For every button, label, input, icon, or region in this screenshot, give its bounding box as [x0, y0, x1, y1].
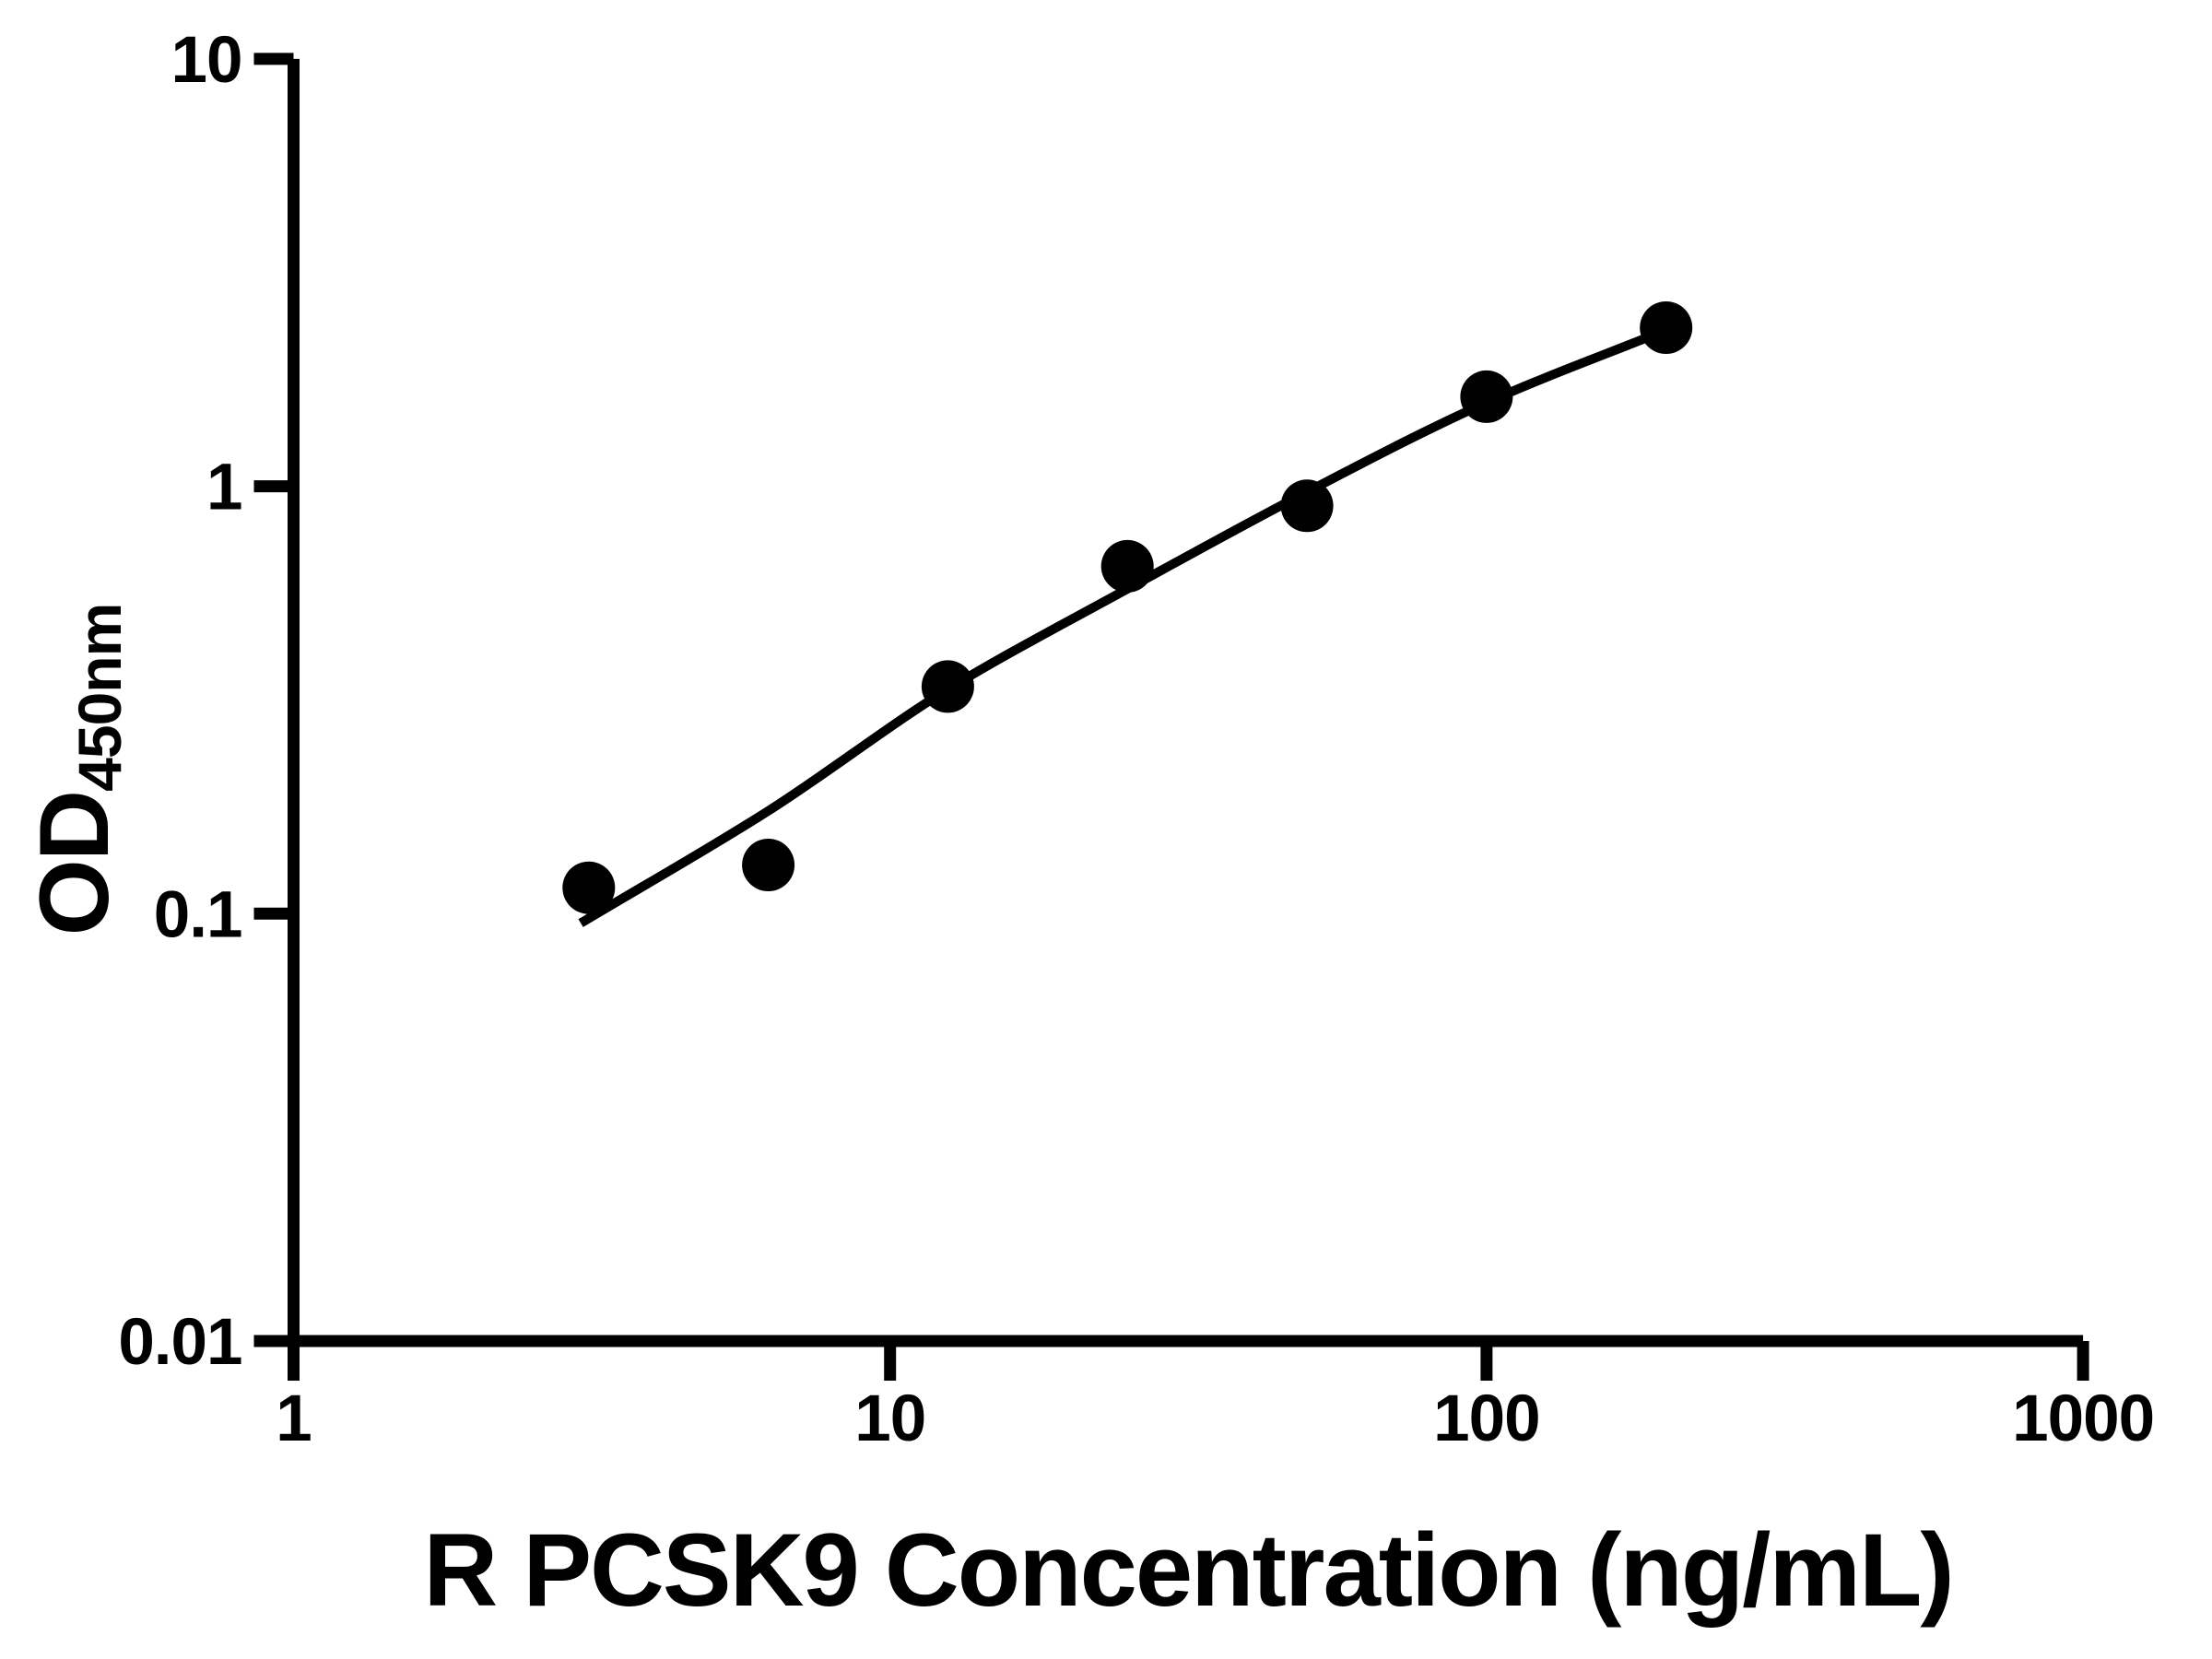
axis-tick-labels: 0.01 0.1 1 10 1 10 100 1000	[118, 24, 2155, 1455]
data-point-50	[1280, 479, 1334, 533]
x-tick-label-1000: 1000	[2012, 1382, 2154, 1455]
axes	[288, 58, 2084, 1347]
y-axis-title-sub: 450nm	[65, 604, 134, 792]
x-tick-label-100: 100	[1433, 1382, 1539, 1455]
data-point-100	[1460, 370, 1513, 423]
data-point-200	[1640, 301, 1693, 354]
data-point-3.125	[562, 861, 616, 914]
y-tick-label-1: 1	[206, 452, 242, 524]
x-tick-label-10: 10	[854, 1382, 925, 1455]
data-point-25	[1100, 539, 1154, 593]
y-axis-title: OD450nm	[18, 604, 134, 936]
axis-ticks	[253, 53, 2089, 1381]
data-point-6.25	[742, 839, 795, 891]
y-tick-label-0.01: 0.01	[118, 1306, 241, 1379]
x-axis-title: R PCSK9 Concentration (ng/mL)	[423, 1512, 1952, 1628]
x-tick-label-1: 1	[276, 1382, 312, 1455]
y-axis-title-main: OD	[18, 792, 129, 936]
y-tick-label-10: 10	[171, 24, 242, 97]
y-tick-label-0.1: 0.1	[154, 878, 242, 951]
fit-curve-line	[578, 325, 1668, 927]
data-points	[562, 301, 1693, 914]
data-point-12.5	[921, 660, 974, 713]
